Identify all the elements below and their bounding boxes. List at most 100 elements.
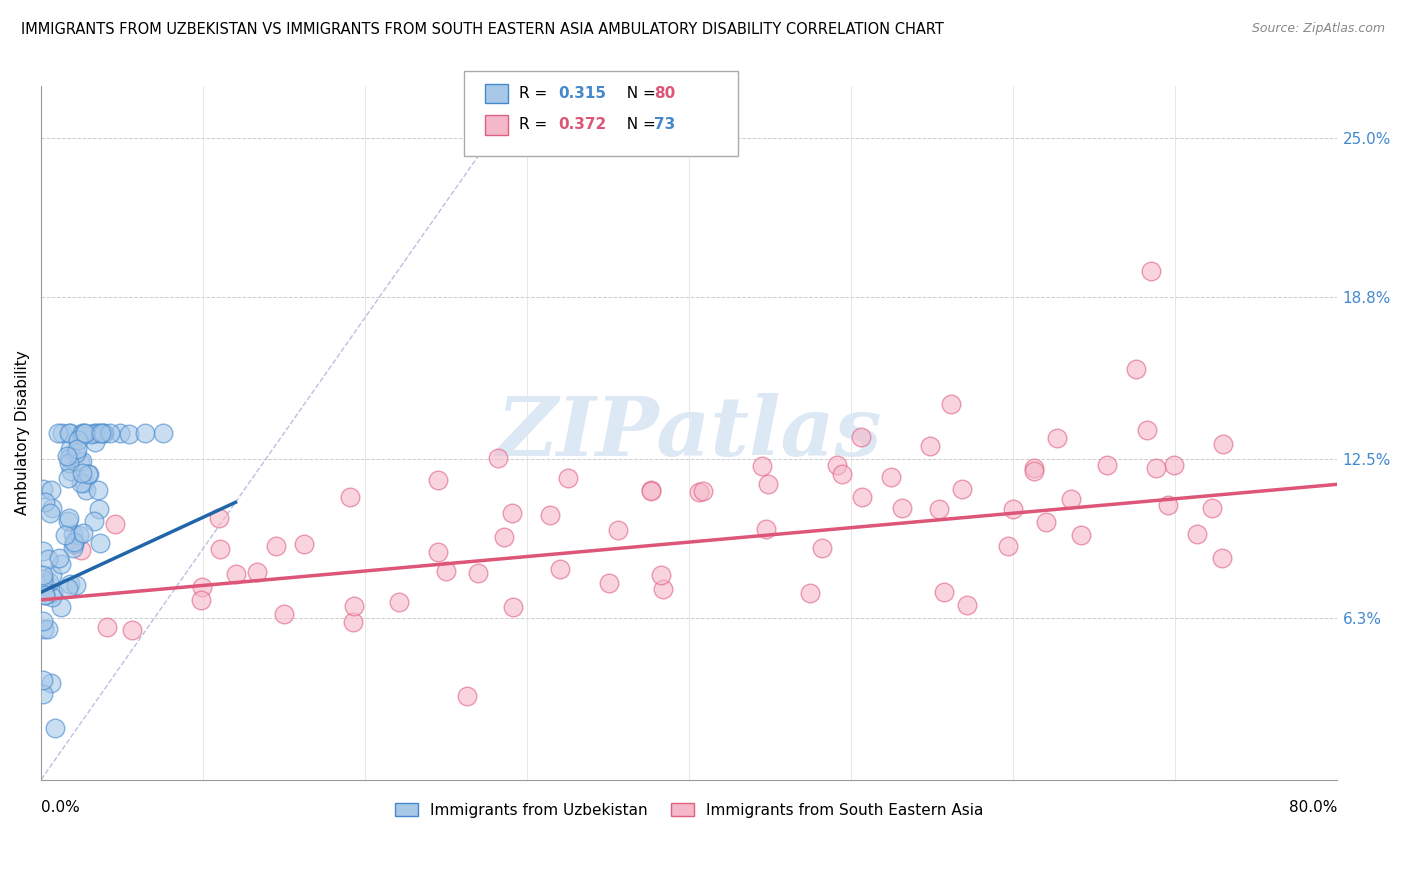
Point [1097, 458, 1119, 472]
Point [46, 425, 69, 440]
Point [58, 425, 80, 440]
Point [77, 467, 100, 482]
Point [62, 527, 84, 541]
Point [32, 544, 55, 558]
Point [38, 506, 60, 520]
Point [70, 425, 93, 440]
Point [98, 425, 121, 440]
Point [58, 511, 80, 525]
Point [831, 467, 853, 481]
Point [70, 543, 93, 558]
Point [31, 673, 53, 687]
Point [41, 590, 63, 604]
Point [492, 530, 515, 544]
Point [39, 676, 62, 690]
Point [339, 490, 361, 504]
Point [118, 426, 141, 441]
Point [31, 572, 53, 586]
Point [59, 425, 82, 440]
Point [70, 454, 93, 468]
Point [59, 442, 82, 457]
Point [1024, 464, 1046, 478]
Point [606, 523, 628, 537]
Point [93, 425, 115, 440]
Point [104, 517, 127, 532]
Point [77, 467, 100, 481]
Point [1002, 502, 1025, 516]
Point [997, 539, 1019, 553]
Text: 80.0%: 80.0% [1289, 800, 1337, 815]
Point [486, 450, 509, 465]
Point [31, 568, 53, 582]
Point [246, 565, 269, 579]
Point [427, 545, 450, 559]
Text: ZIPatlas: ZIPatlas [496, 393, 882, 473]
Point [225, 567, 247, 582]
Point [650, 568, 672, 582]
Point [548, 562, 571, 576]
Point [1157, 498, 1180, 512]
Point [72, 475, 94, 490]
Point [58, 581, 80, 595]
Point [38, 574, 60, 589]
Point [84, 434, 107, 449]
Point [34, 495, 56, 509]
Text: N =: N = [617, 118, 661, 132]
Point [501, 506, 523, 520]
Point [1035, 515, 1057, 529]
Point [640, 484, 662, 499]
Point [59, 577, 82, 591]
Point [53, 527, 76, 541]
Point [343, 599, 366, 613]
Point [87, 501, 110, 516]
Point [1136, 423, 1159, 437]
Point [890, 500, 912, 515]
Point [825, 458, 848, 473]
Point [121, 623, 143, 637]
Point [32, 622, 55, 636]
Text: Source: ZipAtlas.com: Source: ZipAtlas.com [1251, 22, 1385, 36]
Point [51, 557, 73, 571]
Point [51, 600, 73, 615]
Y-axis label: Ambulatory Disability: Ambulatory Disability [15, 351, 30, 516]
Point [692, 484, 714, 499]
Point [851, 491, 873, 505]
Point [51, 425, 73, 440]
Point [34, 588, 56, 602]
Point [652, 582, 675, 596]
Point [34, 578, 56, 592]
Point [41, 500, 63, 515]
Point [811, 541, 834, 555]
Point [756, 477, 779, 491]
Point [502, 599, 524, 614]
Point [849, 430, 872, 444]
Point [273, 607, 295, 622]
Point [34, 588, 56, 602]
Point [31, 482, 53, 496]
Point [751, 458, 773, 473]
Point [44, 721, 66, 735]
Point [31, 614, 53, 628]
Point [91, 425, 114, 440]
Point [456, 689, 478, 703]
Point [134, 425, 156, 440]
Point [427, 473, 450, 487]
Point [1211, 551, 1233, 566]
Point [934, 584, 956, 599]
Point [65, 445, 87, 459]
Point [1185, 527, 1208, 541]
Text: 0.372: 0.372 [558, 118, 606, 132]
Point [73, 425, 96, 440]
Point [1046, 431, 1069, 445]
Point [31, 687, 53, 701]
Point [950, 483, 973, 497]
Point [69, 455, 91, 469]
Point [1070, 528, 1092, 542]
Point [69, 476, 91, 491]
Point [190, 593, 212, 607]
Point [264, 539, 287, 553]
Text: 80: 80 [654, 87, 675, 101]
Point [58, 450, 80, 465]
Point [58, 514, 80, 528]
Point [41, 568, 63, 582]
